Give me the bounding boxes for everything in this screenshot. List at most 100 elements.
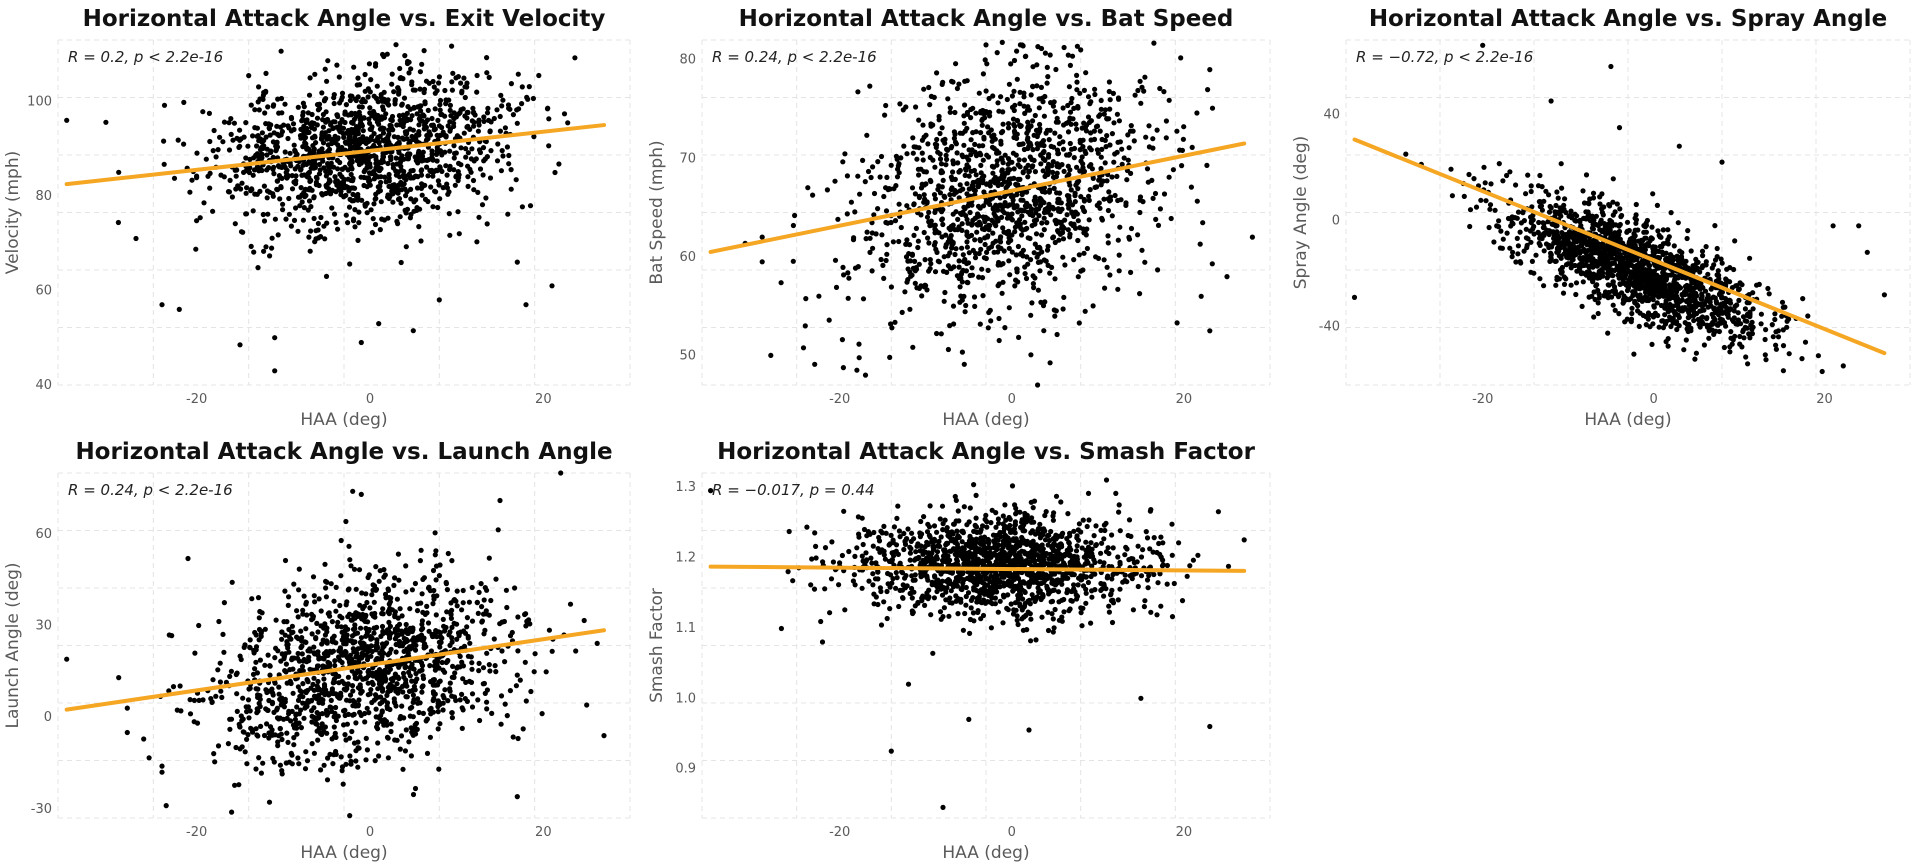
data-point <box>1593 213 1599 219</box>
data-point <box>960 154 966 160</box>
data-point <box>1556 211 1562 217</box>
data-point <box>425 173 431 179</box>
data-point <box>1535 229 1541 235</box>
data-point <box>1799 356 1805 362</box>
correlation-annotation: R = 0.24, p < 2.2e-16 <box>712 48 877 66</box>
data-point <box>990 93 996 99</box>
data-point <box>1537 172 1543 179</box>
data-point <box>260 211 266 218</box>
data-point <box>486 117 492 123</box>
data-point <box>403 244 409 250</box>
data-point <box>1161 89 1167 95</box>
data-point <box>221 649 227 655</box>
data-point <box>239 180 245 186</box>
data-point <box>317 105 323 111</box>
data-point <box>417 69 423 75</box>
data-point <box>1750 306 1756 312</box>
data-point <box>1061 44 1067 51</box>
data-point <box>1004 215 1010 221</box>
data-point <box>989 218 996 224</box>
data-point <box>1591 314 1597 320</box>
data-point <box>1717 316 1723 322</box>
data-point <box>300 217 306 223</box>
data-point <box>986 227 992 233</box>
data-point <box>300 112 306 118</box>
data-point <box>883 219 889 226</box>
data-point <box>1035 382 1041 388</box>
data-point <box>1555 195 1561 201</box>
data-point <box>459 725 465 731</box>
data-point <box>1815 353 1821 359</box>
data-point <box>1561 281 1568 287</box>
data-point <box>1665 343 1671 349</box>
data-point <box>1735 310 1741 316</box>
data-point <box>1106 189 1112 195</box>
data-point <box>1498 228 1504 234</box>
data-point <box>303 119 309 125</box>
data-point <box>1597 201 1603 207</box>
data-point <box>1031 250 1037 256</box>
data-point <box>420 149 426 155</box>
data-point <box>994 150 1000 156</box>
data-point <box>1180 136 1186 142</box>
data-point <box>480 145 487 151</box>
data-point <box>1143 134 1149 140</box>
data-point <box>1682 320 1688 326</box>
data-point <box>499 103 505 109</box>
data-point <box>982 241 988 248</box>
data-point <box>525 96 531 102</box>
data-point <box>424 750 431 756</box>
data-point <box>943 162 949 168</box>
data-point <box>1024 254 1030 260</box>
data-point <box>1086 163 1092 169</box>
data-point <box>1636 296 1642 303</box>
data-point <box>1731 308 1737 314</box>
data-point <box>403 727 409 733</box>
data-point <box>411 104 417 111</box>
data-point <box>1661 273 1668 279</box>
data-point <box>536 72 542 79</box>
data-point <box>456 231 462 237</box>
data-point <box>1717 305 1723 312</box>
data-point <box>1649 341 1655 347</box>
data-point <box>1587 247 1593 253</box>
data-point <box>896 201 902 207</box>
data-point <box>256 168 262 174</box>
data-point <box>377 227 383 233</box>
data-point <box>391 696 397 702</box>
data-point <box>1022 226 1028 232</box>
data-point <box>881 193 887 200</box>
x-tick-label: 20 <box>1816 392 1833 407</box>
data-point <box>1670 320 1676 326</box>
data-point <box>956 264 962 270</box>
data-point <box>966 157 972 163</box>
data-point <box>1054 170 1060 176</box>
data-point <box>311 644 317 650</box>
data-point <box>1020 170 1026 176</box>
data-point <box>451 143 457 149</box>
data-point <box>1573 291 1579 298</box>
data-point <box>1119 146 1125 152</box>
data-point <box>474 89 480 95</box>
data-point <box>476 147 483 153</box>
data-point <box>1065 52 1071 58</box>
data-point <box>1583 172 1590 178</box>
data-point <box>372 172 378 178</box>
data-point <box>1581 215 1587 221</box>
data-point <box>845 270 851 276</box>
data-point <box>810 192 816 198</box>
data-point <box>883 102 889 109</box>
data-point <box>335 226 341 232</box>
data-point <box>379 699 385 705</box>
data-point <box>433 189 439 195</box>
data-point <box>1006 167 1012 173</box>
data-point <box>1665 258 1671 264</box>
data-point <box>988 127 994 133</box>
data-point <box>1038 161 1044 167</box>
data-point <box>435 204 441 211</box>
data-point <box>950 169 956 175</box>
data-point <box>1596 291 1602 297</box>
data-point <box>1109 131 1115 137</box>
data-point <box>300 162 306 168</box>
data-point <box>1013 252 1019 258</box>
